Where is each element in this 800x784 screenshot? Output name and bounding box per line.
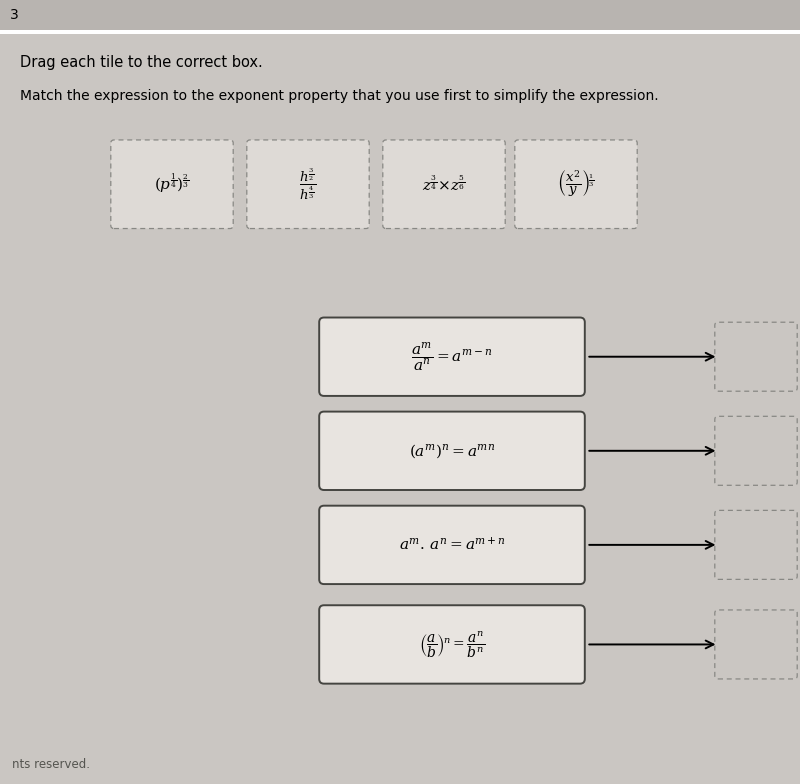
Text: $(p^{\frac{1}{4}})^{\frac{2}{3}}$: $(p^{\frac{1}{4}})^{\frac{2}{3}}$ <box>154 172 190 196</box>
FancyBboxPatch shape <box>715 322 797 391</box>
Text: $\dfrac{a^m}{a^n} = a^{m-n}$: $\dfrac{a^m}{a^n} = a^{m-n}$ <box>411 341 493 372</box>
FancyBboxPatch shape <box>319 506 585 584</box>
FancyBboxPatch shape <box>515 140 638 229</box>
Text: $\dfrac{h^{\frac{3}{2}}}{h^{\frac{4}{3}}}$: $\dfrac{h^{\frac{3}{2}}}{h^{\frac{4}{3}}… <box>299 166 317 202</box>
Text: Drag each tile to the correct box.: Drag each tile to the correct box. <box>20 55 262 71</box>
FancyBboxPatch shape <box>319 605 585 684</box>
FancyBboxPatch shape <box>715 510 797 579</box>
Text: $a^m{.}\, a^n = a^{m+n}$: $a^m{.}\, a^n = a^{m+n}$ <box>398 536 506 554</box>
FancyBboxPatch shape <box>0 0 800 30</box>
Text: Match the expression to the exponent property that you use first to simplify the: Match the expression to the exponent pro… <box>20 89 658 103</box>
Text: $z^{\frac{3}{4}}{\times}z^{\frac{5}{6}}$: $z^{\frac{3}{4}}{\times}z^{\frac{5}{6}}$ <box>422 174 466 194</box>
FancyBboxPatch shape <box>715 610 797 679</box>
Text: $(a^m)^n = a^{mn}$: $(a^m)^n = a^{mn}$ <box>409 442 495 459</box>
FancyBboxPatch shape <box>110 140 234 229</box>
FancyBboxPatch shape <box>0 30 800 34</box>
FancyBboxPatch shape <box>383 140 506 229</box>
Text: nts reserved.: nts reserved. <box>12 758 90 771</box>
FancyBboxPatch shape <box>319 318 585 396</box>
Text: 3: 3 <box>10 8 18 22</box>
Text: $\left(\dfrac{a}{b}\right)^{\!n} = \dfrac{a^n}{b^n}$: $\left(\dfrac{a}{b}\right)^{\!n} = \dfra… <box>419 629 485 660</box>
Text: $\left(\dfrac{x^{2}}{y}\right)^{\!\frac{1}{3}}$: $\left(\dfrac{x^{2}}{y}\right)^{\!\frac{… <box>558 169 594 199</box>
FancyBboxPatch shape <box>246 140 370 229</box>
FancyBboxPatch shape <box>715 416 797 485</box>
FancyBboxPatch shape <box>319 412 585 490</box>
